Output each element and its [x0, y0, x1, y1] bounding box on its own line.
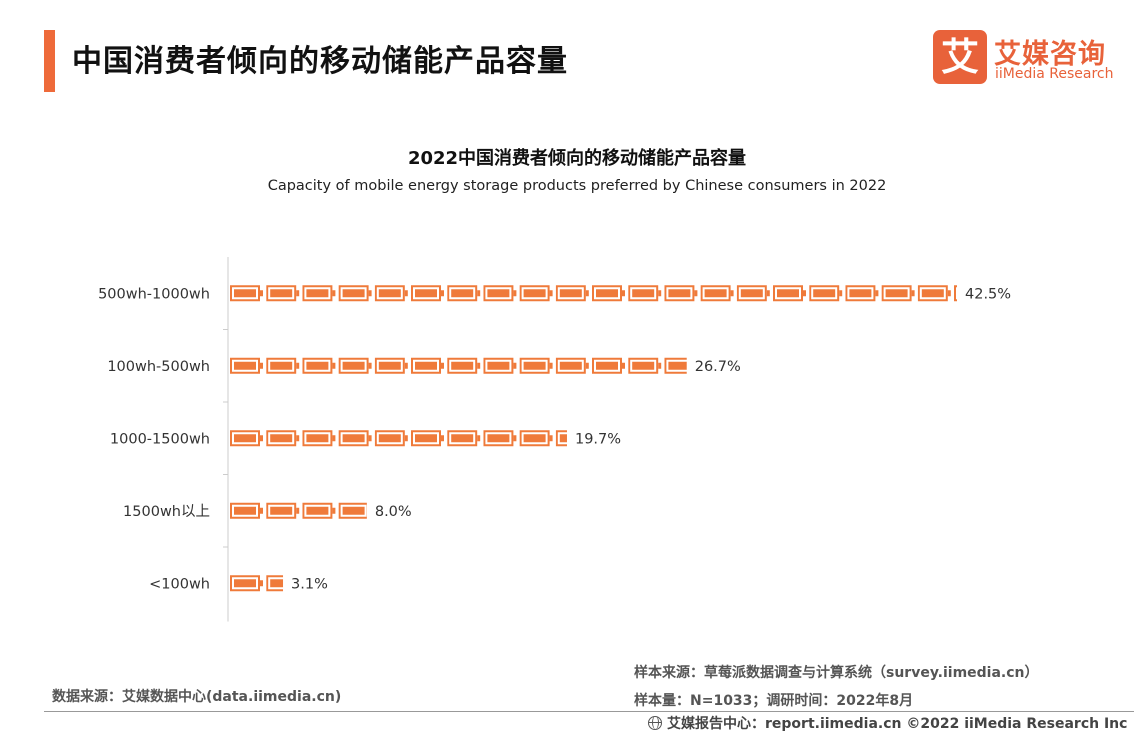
battery-icon — [917, 285, 951, 302]
battery-icon — [374, 430, 408, 447]
battery-icon — [664, 357, 687, 374]
battery-icon — [555, 430, 567, 447]
battery-icon — [447, 430, 481, 447]
globe-icon — [648, 716, 662, 730]
battery-icon — [230, 502, 263, 519]
sample-source-note: 样本来源：草莓派数据调查与计算系统（survey.iimedia.cn） — [634, 665, 1039, 681]
battery-icon — [845, 285, 879, 302]
battery-icon — [411, 430, 444, 447]
battery-icon — [266, 285, 300, 302]
battery-icon — [230, 430, 263, 447]
battery-icon — [411, 357, 444, 374]
battery-icon — [266, 430, 300, 447]
battery-icon — [628, 285, 662, 302]
battery-icon — [700, 285, 734, 302]
category-label: <100wh — [149, 576, 210, 592]
battery-icon — [954, 285, 957, 302]
battery-icon — [302, 502, 336, 519]
battery-icon — [519, 430, 553, 447]
battery-icon — [338, 502, 367, 519]
battery-icon — [302, 430, 336, 447]
bar-4 — [230, 575, 284, 592]
battery-icon — [592, 357, 625, 374]
bar-1 — [230, 357, 687, 374]
battery-icon — [519, 285, 553, 302]
title-accent-bar — [44, 30, 55, 92]
battery-icon — [230, 575, 263, 592]
sample-size-note: 样本量：N=1033；调研时间：2022年8月 — [634, 693, 914, 709]
battery-icon — [881, 285, 915, 302]
battery-icon — [266, 357, 300, 374]
report-center-bar: 艾媒报告中心：report.iimedia.cn ©2022 iiMedia R… — [648, 713, 1127, 733]
battery-icon — [664, 285, 698, 302]
category-label: 1000-1500wh — [110, 431, 210, 447]
battery-icon — [447, 357, 481, 374]
battery-icon — [809, 285, 843, 302]
iimedia-logo: 艾 艾媒咨询 iiMedia Research — [933, 30, 1123, 86]
chart-title: 2022中国消费者倾向的移动储能产品容量 — [407, 148, 747, 169]
logo-chinese-name: 艾媒咨询 — [994, 39, 1106, 70]
battery-icon — [555, 357, 589, 374]
battery-icon — [374, 285, 408, 302]
value-label: 26.7% — [695, 359, 741, 375]
bar-2 — [230, 430, 567, 447]
logo-mark-icon: 艾 — [933, 30, 987, 84]
page-title: 中国消费者倾向的移动储能产品容量 — [72, 44, 568, 79]
battery-icon — [230, 285, 263, 302]
battery-icon — [628, 357, 662, 374]
data-source-note: 数据来源：艾媒数据中心(data.iimedia.cn) — [52, 689, 342, 705]
battery-icon — [266, 502, 300, 519]
battery-icon — [374, 357, 408, 374]
bar-3 — [230, 502, 367, 519]
value-label: 19.7% — [575, 431, 621, 447]
logo-english-name: iiMedia Research — [995, 66, 1114, 82]
battery-icon — [338, 357, 372, 374]
battery-icon — [773, 285, 806, 302]
battery-icon — [411, 285, 444, 302]
battery-icon — [592, 285, 625, 302]
value-label: 42.5% — [965, 286, 1011, 302]
battery-icon — [230, 357, 263, 374]
value-label: 8.0% — [375, 504, 412, 520]
battery-icon — [302, 357, 336, 374]
battery-icon — [338, 430, 372, 447]
value-label: 3.1% — [291, 576, 328, 592]
category-label: 100wh-500wh — [107, 359, 210, 375]
battery-icon — [519, 357, 553, 374]
battery-icon — [338, 285, 372, 302]
footer-divider — [44, 711, 1134, 712]
battery-icon — [266, 575, 284, 592]
category-label: 1500wh以上 — [123, 503, 210, 520]
battery-icon — [555, 285, 589, 302]
battery-icon — [302, 285, 336, 302]
bar-0 — [230, 285, 957, 302]
battery-icon — [736, 285, 770, 302]
battery-icon — [483, 430, 517, 447]
battery-icon — [483, 285, 517, 302]
category-label: 500wh-1000wh — [98, 286, 210, 302]
battery-icon — [483, 357, 517, 374]
battery-icon — [447, 285, 481, 302]
report-center-text: 艾媒报告中心：report.iimedia.cn ©2022 iiMedia R… — [667, 716, 1128, 732]
chart-subtitle: Capacity of mobile energy storage produc… — [267, 178, 887, 194]
